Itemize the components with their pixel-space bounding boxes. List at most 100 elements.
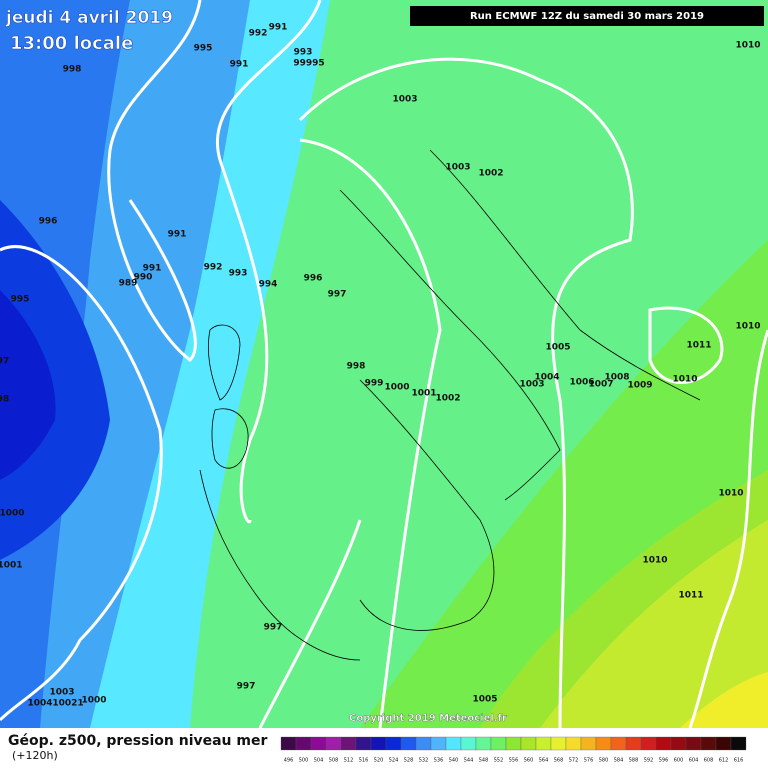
contour [648, 306, 724, 384]
isobar-label: 1010 [735, 322, 760, 332]
colorbar-swatch [325, 736, 342, 751]
colorbar-swatch [400, 736, 417, 751]
isobar-label: 997 [264, 623, 283, 633]
isobar-label: 993 [294, 48, 313, 58]
colorbar-label: 524 [389, 758, 399, 764]
colorbar-label: 600 [674, 758, 684, 764]
colorbar-label: 596 [659, 758, 669, 764]
band [680, 672, 768, 728]
isobar-label: 98 [0, 395, 9, 405]
contour [299, 138, 442, 728]
isobar-label: 1003 [49, 688, 74, 698]
band [540, 520, 768, 728]
isobar-label: 1005 [472, 695, 497, 705]
run-box [410, 6, 764, 26]
colorbar-label: 520 [374, 758, 384, 764]
isobar-label: 1010 [672, 375, 697, 385]
isobar-label: 997 [237, 682, 256, 692]
colorbar-swatch [685, 736, 702, 751]
isobar-label: 994 [259, 280, 278, 290]
isobar-label: 1007 [588, 380, 613, 390]
copyright: Copyright 2019 Meteociel.fr [349, 713, 507, 724]
isobar-label: 1011 [678, 591, 703, 601]
isobar-label: 1004 [534, 373, 559, 383]
colorbar-label: 608 [704, 758, 714, 764]
colorbar-swatch [640, 736, 657, 751]
contour [0, 245, 163, 722]
colorbar-swatch [700, 736, 717, 751]
isobar-label: 1001 [411, 389, 436, 399]
isobar-label: 1000 [384, 383, 409, 393]
colorbar-label: 592 [644, 758, 654, 764]
colorbar-swatch [610, 736, 627, 751]
colorbar-swatch [595, 736, 612, 751]
colorbar-label: 568 [554, 758, 564, 764]
lead-time: (+120h) [12, 749, 58, 762]
contour [688, 329, 768, 728]
colorbar-swatch [580, 736, 597, 751]
isobar-label: 97 [0, 357, 9, 367]
z500-contours [0, 0, 768, 728]
band [0, 290, 56, 480]
colorbar-label: 572 [569, 758, 579, 764]
colorbar-label: 564 [539, 758, 549, 764]
colorbar-swatch [670, 736, 687, 751]
colorbar-swatch [490, 736, 507, 751]
colorbar-swatch [415, 736, 432, 751]
colorbar-label: 576 [584, 758, 594, 764]
isobar-label: 1011 [686, 341, 711, 351]
colorbar-swatch [280, 736, 297, 751]
isobar-label: 996 [304, 274, 323, 284]
colorbar-label: 588 [629, 758, 639, 764]
colorbar-label: 528 [404, 758, 414, 764]
colorbar-label: 616 [734, 758, 744, 764]
colorbar-label: 508 [329, 758, 339, 764]
coastlines [199, 149, 701, 661]
colorbar-swatch [715, 736, 732, 751]
colorbar-swatch [460, 736, 477, 751]
isobar-label: 998 [347, 362, 366, 372]
contour [258, 519, 362, 728]
isobar-label: 1001 [0, 561, 23, 571]
colorbar-swatch [385, 736, 402, 751]
colorbar-swatch [475, 736, 492, 751]
isobar-label: 998 [63, 65, 82, 75]
coast [429, 149, 701, 401]
coast [211, 408, 249, 469]
colorbar-label: 544 [464, 758, 474, 764]
isobar-label: 991 [230, 60, 249, 70]
isobar-label: 992 [249, 29, 268, 39]
coast [339, 189, 561, 501]
isobar-label: 1006 [569, 378, 594, 388]
coast [199, 469, 361, 661]
field-label: Géop. z500, pression niveau mer [8, 733, 267, 749]
colorbar-label: 532 [419, 758, 429, 764]
isobar-label: 1010 [642, 556, 667, 566]
isobar-label: 995 [194, 44, 213, 54]
colorbar-label: 496 [284, 758, 294, 764]
isobar-label: 1003 [392, 95, 417, 105]
isobar-label: 1002 [435, 394, 460, 404]
isobar-label: 1003 [519, 380, 544, 390]
band [0, 200, 110, 560]
colorbar-swatch [505, 736, 522, 751]
colorbar-label: 612 [719, 758, 729, 764]
isobar-label: 1008 [604, 373, 629, 383]
isobar-label: 1000 [0, 509, 25, 519]
colorbar-label: 584 [614, 758, 624, 764]
coast [359, 379, 495, 631]
run-info: Run ECMWF 12Z du samedi 30 mars 2019 [470, 11, 704, 22]
colorbar-swatch [340, 736, 357, 751]
isobar-label: 1000 [81, 696, 106, 706]
colorbar-label: 516 [359, 758, 369, 764]
isobar-label: 99995 [293, 59, 324, 69]
colorbar-label: 500 [299, 758, 309, 764]
isobar-label: 990 [134, 273, 153, 283]
colorbar-label: 556 [509, 758, 519, 764]
isobar-label: 991 [269, 23, 288, 33]
coast [207, 324, 241, 401]
isobar-label: 997 [328, 290, 347, 300]
colorbar-label: 536 [434, 758, 444, 764]
colorbar-swatch [730, 736, 747, 751]
